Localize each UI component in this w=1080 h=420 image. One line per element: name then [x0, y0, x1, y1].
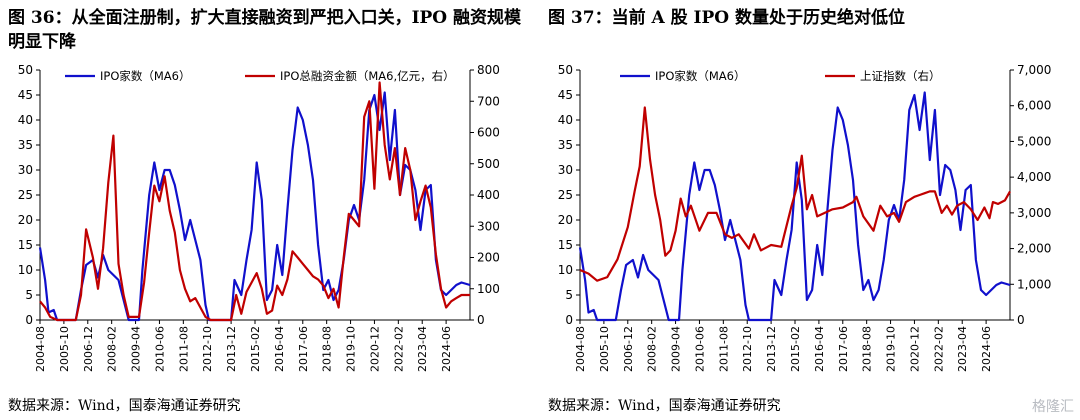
x-tick-label: 2006-12 — [622, 326, 635, 372]
left-tick-label: 45 — [558, 88, 573, 102]
right-tick-label: 800 — [477, 63, 500, 77]
right-tick-label: 7,000 — [1017, 63, 1051, 77]
left-tick-label: 20 — [558, 213, 573, 227]
left-tick-label: 5 — [25, 288, 33, 302]
x-tick-label: 2009-04 — [130, 326, 143, 372]
left-tick-label: 10 — [18, 263, 33, 277]
chart-source: 数据来源：Wind，国泰海通证券研究 — [8, 398, 241, 414]
x-tick-label: 2016-04 — [813, 326, 826, 372]
left-tick-label: 40 — [558, 113, 573, 127]
left-tick-label: 30 — [18, 163, 33, 177]
right-tick-label: 300 — [477, 219, 500, 233]
x-tick-label: 2008-02 — [106, 326, 119, 372]
series-line-2 — [39, 81, 470, 322]
right-tick-label: 2,000 — [1017, 242, 1051, 256]
right-tick-label: 600 — [477, 126, 500, 140]
left-tick-label: 0 — [25, 313, 33, 327]
legend-label-2: IPO总融资金额（MA6,亿元，右） — [280, 69, 455, 83]
right-tick-label: 400 — [477, 188, 500, 202]
x-tick-label: 2013-12 — [225, 326, 238, 372]
left-tick-label: 15 — [18, 238, 33, 252]
right-tick-label: 200 — [477, 251, 500, 265]
x-tick-label: 2008-02 — [646, 326, 659, 372]
left-tick-label: 25 — [18, 188, 33, 202]
x-tick-label: 2009-04 — [670, 326, 683, 372]
right-tick-label: 1,000 — [1017, 277, 1051, 291]
left-tick-label: 0 — [565, 313, 573, 327]
right-tick-label: 100 — [477, 282, 500, 296]
chart-panel-37: 图 37：当前 A 股 IPO 数量处于历史绝对低位 0 5 10 15 20 25 30 3… — [540, 0, 1080, 420]
x-tick-label: 2016-04 — [273, 326, 286, 372]
x-tick-label: 2024-06 — [980, 326, 993, 372]
left-tick-label: 45 — [18, 88, 33, 102]
series-line-1 — [578, 91, 1011, 322]
x-tick-label: 2013-12 — [765, 326, 778, 372]
x-tick-label: 2019-10 — [885, 326, 898, 372]
x-tick-label: 2015-02 — [789, 326, 802, 372]
right-tick-label: 500 — [477, 157, 500, 171]
chart-source: 数据来源：Wind，国泰海通证券研究 — [548, 398, 781, 414]
series-line-2 — [579, 106, 1011, 282]
x-tick-label: 2017-06 — [837, 326, 850, 372]
x-tick-label: 2024-06 — [440, 326, 453, 372]
x-tick-label: 2015-02 — [249, 326, 262, 372]
chart-svg: 0 5 10 15 20 25 30 35 40 45 50 0 1,000 2,000 3,000 4,00… — [558, 63, 1052, 372]
left-tick-label: 30 — [558, 163, 573, 177]
right-tick-label: 0 — [477, 313, 485, 327]
x-tick-label: 2019-10 — [345, 326, 358, 372]
x-tick-label: 2020-12 — [368, 326, 381, 372]
x-tick-label: 2006-12 — [82, 326, 95, 372]
x-tick-label: 2023-04 — [416, 326, 429, 372]
x-tick-label: 2011-08 — [177, 326, 190, 372]
left-tick-label: 40 — [18, 113, 33, 127]
x-tick-label: 2012-10 — [741, 326, 754, 372]
x-tick-label: 2020-12 — [908, 326, 921, 372]
chart-panel-36: 图 36：从全面注册制，扩大直接融资到严把入口关，IPO 融资规模明显下降 0 5… — [8, 8, 522, 414]
x-tick-label: 2023-04 — [956, 326, 969, 372]
left-tick-label: 10 — [558, 263, 573, 277]
x-tick-label: 2005-10 — [598, 326, 611, 372]
chart-title: 图 36：从全面注册制，扩大直接融资到严把入口关，IPO 融资规模明显下降 — [8, 8, 522, 52]
x-tick-label: 2022-02 — [392, 326, 405, 372]
right-tick-label: 3,000 — [1017, 206, 1051, 220]
left-tick-label: 15 — [558, 238, 573, 252]
series-line-1 — [38, 91, 471, 322]
left-tick-label: 25 — [558, 188, 573, 202]
x-tick-label: 2018-08 — [861, 326, 874, 372]
x-tick-label: 2018-08 — [321, 326, 334, 372]
watermark-logo: 格隆汇 — [1032, 399, 1074, 415]
legend-label-2: 上证指数（右） — [860, 69, 941, 83]
x-tick-label: 2010-06 — [153, 326, 166, 372]
x-tick-label: 2011-08 — [717, 326, 730, 372]
x-tick-label: 2012-10 — [201, 326, 214, 372]
left-tick-label: 50 — [18, 63, 33, 77]
right-tick-label: 6,000 — [1017, 99, 1051, 113]
x-tick-label: 2017-06 — [297, 326, 310, 372]
left-tick-label: 5 — [565, 288, 573, 302]
legend-label-1: IPO家数（MA6） — [100, 69, 190, 83]
left-tick-label: 35 — [558, 138, 573, 152]
right-tick-label: 700 — [477, 94, 500, 108]
chart-svg: 0510152025303540455001002003004005006007… — [18, 63, 500, 372]
right-tick-label: 0 — [1017, 313, 1025, 327]
x-tick-label: 2010-06 — [693, 326, 706, 372]
x-tick-label: 2004-08 — [34, 326, 47, 372]
left-tick-label: 50 — [558, 63, 573, 77]
legend-label-1: IPO家数（MA6） — [655, 69, 745, 83]
chart-title: 图 37：当前 A 股 IPO 数量处于历史绝对低位 — [548, 8, 905, 28]
right-tick-label: 4,000 — [1017, 170, 1051, 184]
x-tick-label: 2022-02 — [932, 326, 945, 372]
left-tick-label: 20 — [18, 213, 33, 227]
left-tick-label: 35 — [18, 138, 33, 152]
x-tick-label: 2005-10 — [58, 326, 71, 372]
x-tick-label: 2004-08 — [574, 326, 587, 372]
right-tick-label: 5,000 — [1017, 134, 1051, 148]
